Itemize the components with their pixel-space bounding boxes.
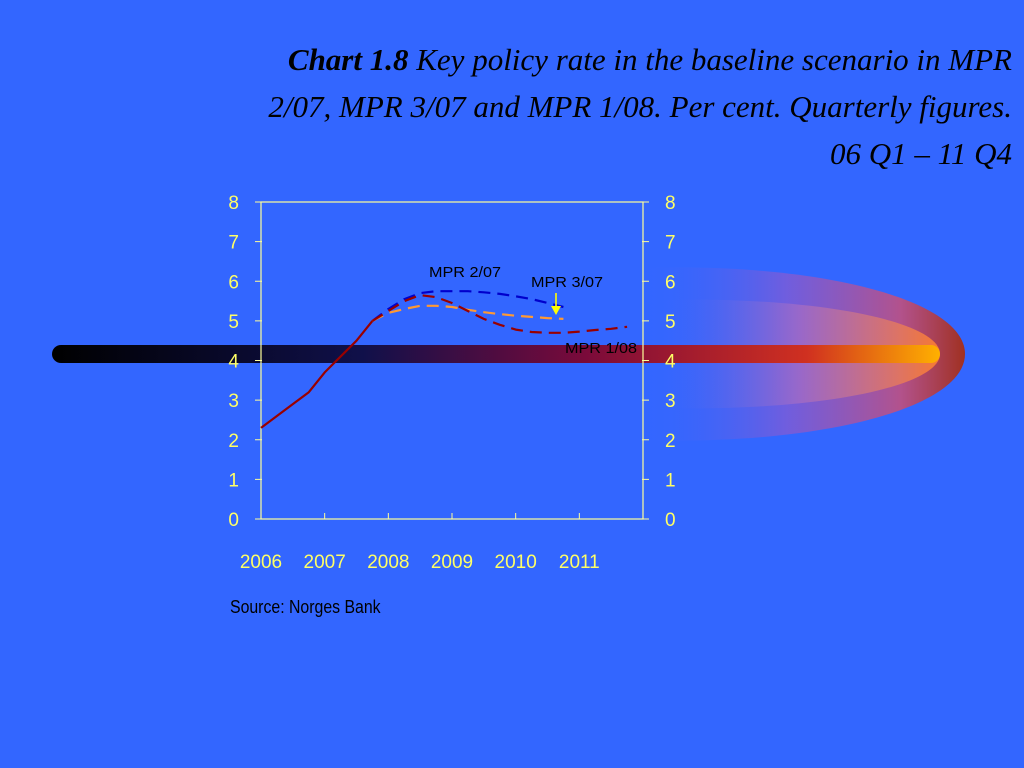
y-tick-label-right: 2	[665, 431, 676, 452]
chart-title-line3: 06 Q1 – 11 Q4	[830, 136, 1012, 171]
x-tick-label: 2008	[367, 552, 409, 573]
x-tick-label: 2007	[304, 552, 346, 573]
x-tick-label: 2011	[559, 552, 600, 573]
series-line-mpr-3-07	[371, 304, 564, 322]
series-line-mpr-2-07	[371, 290, 564, 322]
x-tick-label: 2009	[431, 552, 473, 573]
annotation-arrowhead	[551, 306, 561, 315]
x-tick-label: 2010	[495, 552, 537, 573]
y-tick-label-left: 5	[228, 312, 239, 333]
y-tick-label-left: 2	[228, 431, 239, 452]
y-tick-label-right: 1	[665, 470, 676, 491]
annotation-label: MPR 1/08	[565, 340, 637, 357]
annotation-label: MPR 3/07	[531, 274, 603, 291]
series-line-mpr-1-08	[371, 294, 628, 334]
y-tick-label-left: 1	[228, 470, 239, 491]
plot-frame	[260, 201, 644, 520]
chart-title-lead: Chart 1.8	[287, 42, 409, 77]
y-tick-label-left: 3	[228, 391, 239, 412]
x-tick-label: 2006	[240, 552, 282, 573]
chart-title-line1: Key policy rate in the baseline scenario…	[408, 42, 1012, 77]
y-tick-label-right: 5	[665, 312, 676, 333]
y-tick-label-right: 6	[665, 272, 676, 293]
y-tick-label-right: 4	[665, 352, 676, 373]
source-note: Source: Norges Bank	[230, 597, 381, 617]
annotation-label: MPR 2/07	[429, 264, 501, 281]
y-tick-label-right: 7	[665, 233, 676, 254]
y-tick-label-left: 0	[228, 510, 239, 531]
comet-bar	[52, 345, 940, 363]
y-tick-label-left: 8	[228, 193, 239, 214]
chart-title: Chart 1.8 Key policy rate in the baselin…	[32, 36, 1012, 177]
y-tick-label-right: 0	[665, 510, 676, 531]
y-tick-label-right: 8	[665, 193, 676, 214]
y-tick-label-left: 7	[228, 233, 239, 254]
y-tick-label-left: 4	[228, 352, 239, 373]
y-tick-label-left: 6	[228, 272, 239, 293]
series-line-history	[260, 320, 374, 429]
y-tick-label-right: 3	[665, 391, 676, 412]
chart-title-line2: 2/07, MPR 3/07 and MPR 1/08. Per cent. Q…	[268, 89, 1012, 124]
